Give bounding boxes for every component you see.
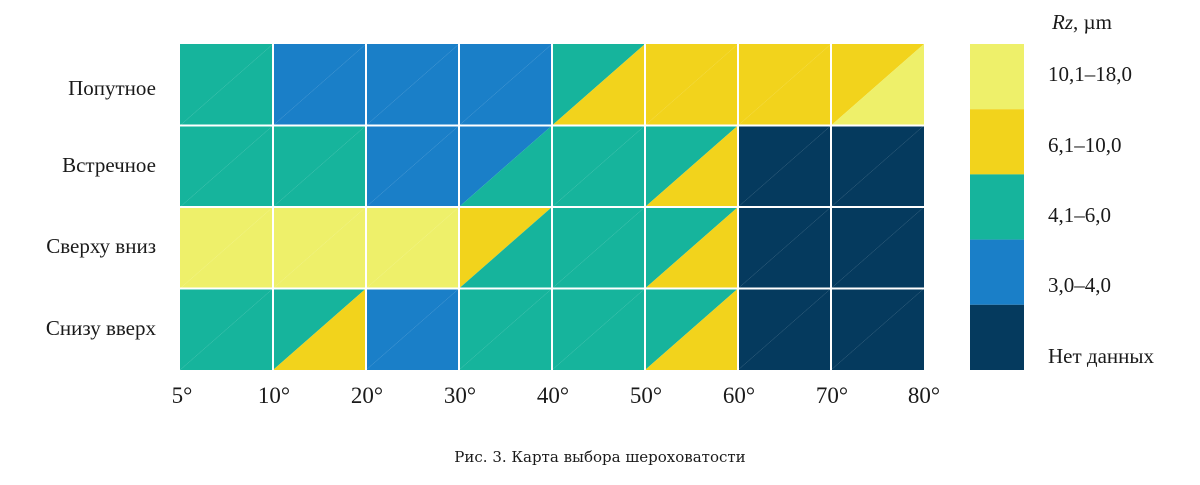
heatmap-cell-lower (831, 125, 924, 207)
heatmap-cell-r1-c3 (459, 125, 552, 207)
legend-title-unit: , µm (1073, 10, 1112, 34)
heatmap-cell-lower (180, 44, 273, 126)
figure-caption: Рис. 3. Карта выбора шероховатости (454, 448, 746, 466)
row-label-vstrechnoe: Встречное (62, 153, 156, 177)
heatmap-cell-r3-c1 (273, 288, 366, 370)
heatmap-cell-lower (738, 44, 831, 126)
heatmap-cell-r1-c0 (180, 125, 273, 207)
legend-swatch-0 (970, 44, 1024, 110)
heatmap-cell-lower (180, 125, 273, 207)
legend-swatches (970, 44, 1024, 370)
heatmap-cell-lower (831, 207, 924, 289)
heatmap-cell-lower (273, 125, 366, 207)
heatmap-cell-r3-c4 (552, 288, 645, 370)
legend-title: Rz, µm (1052, 10, 1112, 35)
heatmap-cell-lower (180, 288, 273, 370)
heatmap-cell-r0-c5 (645, 44, 738, 126)
heatmap-cell-r1-c5 (645, 125, 738, 207)
x-tick-80: 80° (907, 383, 941, 408)
row-label-poputnoe: Попутное (68, 76, 156, 100)
legend-label-2: 4,1–6,0 (1048, 203, 1111, 227)
heatmap-cell-lower (366, 288, 459, 370)
legend-title-symbol: Rz (1052, 10, 1073, 34)
heatmap-cell-r2-c2 (366, 207, 459, 289)
legend-label-0: 10,1–18,0 (1048, 62, 1132, 86)
legend-swatch-2 (970, 174, 1024, 240)
heatmap-cell-r2-c6 (738, 207, 831, 289)
heatmap-cell-r2-c7 (831, 207, 924, 289)
heatmap-cell-r0-c6 (738, 44, 831, 126)
heatmap-cell-r3-c6 (738, 288, 831, 370)
heatmap-cell-r2-c3 (459, 207, 552, 289)
row-label-snizu-vverh: Снизу вверх (45, 316, 156, 340)
x-tick-5: 5° (171, 383, 193, 408)
x-tick-20: 20° (350, 383, 384, 408)
heatmap-cell-r2-c1 (273, 207, 366, 289)
x-tick-10: 10° (257, 383, 291, 408)
x-tick-40: 40° (536, 383, 570, 408)
heatmap-cell-r2-c0 (180, 207, 273, 289)
heatmap-cell-r2-c4 (552, 207, 645, 289)
heatmap-cell-lower (645, 288, 738, 370)
heatmap-cell-lower (273, 288, 366, 370)
heatmap-cell-r1-c1 (273, 125, 366, 207)
heatmap-cell-lower (366, 207, 459, 289)
heatmap-cell-r3-c7 (831, 288, 924, 370)
heatmap-cell-r3-c0 (180, 288, 273, 370)
heatmap-cell-r2-c5 (645, 207, 738, 289)
heatmap (180, 44, 924, 370)
x-tick-70: 70° (815, 383, 849, 408)
heatmap-cell-lower (738, 207, 831, 289)
heatmap-cell-r0-c0 (180, 44, 273, 126)
heatmap-cell-lower (273, 207, 366, 289)
heatmap-cell-r3-c5 (645, 288, 738, 370)
heatmap-cell-lower (180, 207, 273, 289)
heatmap-cell-lower (366, 44, 459, 126)
heatmap-cell-r1-c7 (831, 125, 924, 207)
heatmap-cell-lower (552, 288, 645, 370)
heatmap-cell-r3-c3 (459, 288, 552, 370)
heatmap-cell-lower (273, 44, 366, 126)
heatmap-cell-lower (459, 44, 552, 126)
heatmap-cell-lower (831, 288, 924, 370)
heatmap-grid (180, 44, 924, 370)
heatmap-cell-lower (459, 207, 552, 289)
heatmap-cell-r0-c1 (273, 44, 366, 126)
heatmap-cell-lower (831, 44, 924, 126)
heatmap-cell-lower (552, 207, 645, 289)
legend-swatch-1 (970, 109, 1024, 175)
heatmap-cell-lower (459, 125, 552, 207)
legend-label-3: 3,0–4,0 (1048, 273, 1111, 297)
heatmap-cell-r1-c6 (738, 125, 831, 207)
heatmap-cell-r0-c7 (831, 44, 924, 126)
heatmap-cell-lower (552, 125, 645, 207)
legend-label-1: 6,1–10,0 (1048, 133, 1122, 157)
heatmap-cell-r0-c2 (366, 44, 459, 126)
legend-swatch-4 (970, 304, 1024, 370)
heatmap-cell-r3-c2 (366, 288, 459, 370)
x-tick-50: 50° (629, 383, 663, 408)
heatmap-cell-lower (645, 44, 738, 126)
heatmap-cell-r0-c3 (459, 44, 552, 126)
heatmap-cell-lower (552, 44, 645, 126)
heatmap-cell-lower (459, 288, 552, 370)
legend-swatch-3 (970, 239, 1024, 305)
heatmap-cell-lower (645, 125, 738, 207)
heatmap-cell-r1-c2 (366, 125, 459, 207)
heatmap-cell-r0-c4 (552, 44, 645, 126)
x-tick-60: 60° (722, 383, 756, 408)
heatmap-cell-lower (645, 207, 738, 289)
heatmap-cell-r1-c4 (552, 125, 645, 207)
x-tick-30: 30° (443, 383, 477, 408)
row-label-sverhu-vniz: Сверху вниз (46, 234, 156, 258)
legend-label-4: Нет данных (1048, 344, 1155, 368)
heatmap-cell-lower (738, 288, 831, 370)
heatmap-cell-lower (738, 125, 831, 207)
heatmap-cell-lower (366, 125, 459, 207)
